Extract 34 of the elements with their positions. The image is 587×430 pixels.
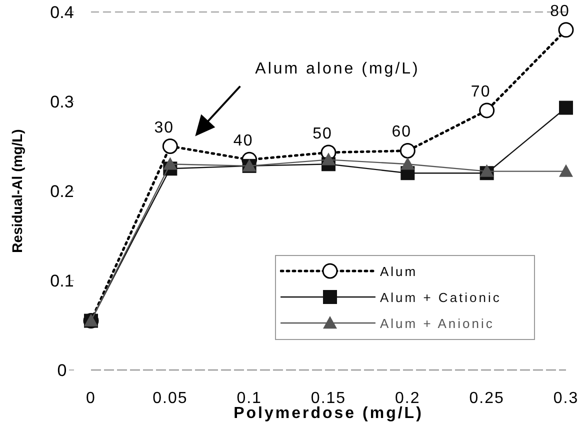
x-axis-title: Polymerdose (mg/L) [234,405,424,422]
annotation: 30 [154,119,174,136]
x-tick-label: 0 [86,390,96,407]
annotation: 60 [392,124,412,141]
y-axis-title: Residual-Al (mg/L) [9,129,25,253]
point [163,157,178,170]
point [558,22,574,38]
point [480,164,494,177]
point [400,142,416,158]
annotation: Alum alone (mg/L) [255,60,420,78]
x-tick-label: 0.2 [395,390,420,407]
y-tick-label: 0.1 [50,272,74,290]
annotation: 40 [233,132,254,150]
point [322,152,336,166]
y-tick-label: 0.2 [50,182,74,201]
x-tick-label: 0.1 [236,390,262,407]
text: Alum + Cationic [380,290,502,304]
x-tick-label: 0.05 [152,390,188,407]
y-tick-label: 0.3 [50,92,74,112]
x-tick-label: 0.3 [553,390,579,407]
point [479,102,495,118]
x-tick-label: 0.15 [310,390,346,407]
annotation: 70 [470,83,491,100]
x-tick-label: 0.25 [469,390,504,407]
point [400,157,415,170]
text: Alum + Anionic [380,316,494,330]
text: Alum [380,264,418,278]
y-tick-label: 0 [57,361,67,380]
y-tick-label: 0.4 [50,3,74,22]
point [162,138,178,154]
annotation: 80 [550,2,570,20]
point [559,164,573,177]
point [559,100,573,115]
annotation: 50 [312,126,332,143]
